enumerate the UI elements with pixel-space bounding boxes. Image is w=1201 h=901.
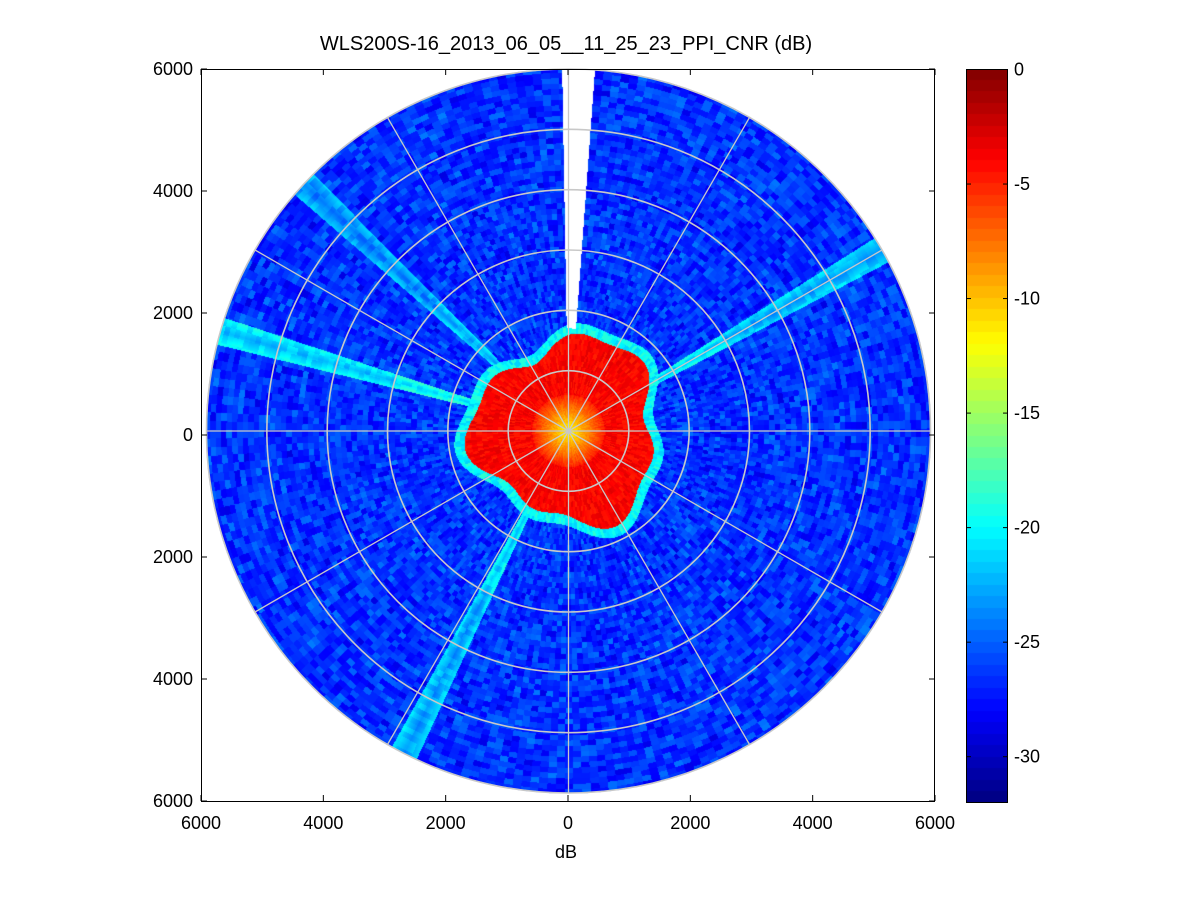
colorbar-tick-label: -5: [1014, 174, 1030, 194]
polar-grid: [205, 68, 932, 794]
colorbar-gradient: [966, 69, 1008, 803]
y-tick-label: 2000: [153, 547, 193, 567]
x-axis: 6000 4000 2000 0 2000 4000 6000: [181, 69, 955, 833]
azimuth-spoke: [567, 117, 751, 432]
x-tick-label: 6000: [181, 813, 221, 833]
colorbar-tick-label: -25: [1014, 632, 1040, 652]
y-tick-label: 4000: [153, 181, 193, 201]
y-tick-label: 0: [183, 425, 193, 445]
colorbar-tick-label: -15: [1014, 403, 1040, 423]
x-tick-label: 6000: [915, 813, 955, 833]
azimuth-spoke: [386, 117, 570, 432]
x-tick-label: 2000: [426, 813, 466, 833]
colorbar-tick-label: -20: [1014, 518, 1040, 538]
x-tick-label: 2000: [670, 813, 710, 833]
x-tick-label: 4000: [793, 813, 833, 833]
azimuth-spoke: [254, 430, 569, 613]
y-tick-label: 4000: [153, 669, 193, 689]
y-tick-label: 6000: [153, 791, 193, 811]
x-tick-label: 0: [563, 813, 573, 833]
colorbar-tick-label: 0: [1014, 60, 1024, 80]
azimuth-spoke: [567, 430, 751, 745]
x-axis-label: dB: [555, 842, 577, 862]
colorbar-tick-label: -10: [1014, 289, 1040, 309]
azimuth-spoke: [254, 249, 569, 432]
x-tick-label: 4000: [303, 813, 343, 833]
colorbar-axis: 0 -5 -10 -15 -20 -25 -30: [966, 60, 1040, 767]
azimuth-spoke: [568, 249, 883, 432]
colorbar-frame: [966, 69, 1008, 803]
azimuth-spoke: [568, 430, 883, 613]
chart-title: WLS200S-16_2013_06_05__11_25_23_PPI_CNR …: [320, 33, 812, 55]
y-tick-label: 2000: [153, 303, 193, 323]
colorbar-tick-label: -30: [1014, 747, 1040, 767]
y-tick-label: 6000: [153, 59, 193, 79]
azimuth-spoke: [386, 430, 570, 745]
y-axis: 6000 4000 2000 0 2000 4000 6000: [153, 59, 935, 811]
